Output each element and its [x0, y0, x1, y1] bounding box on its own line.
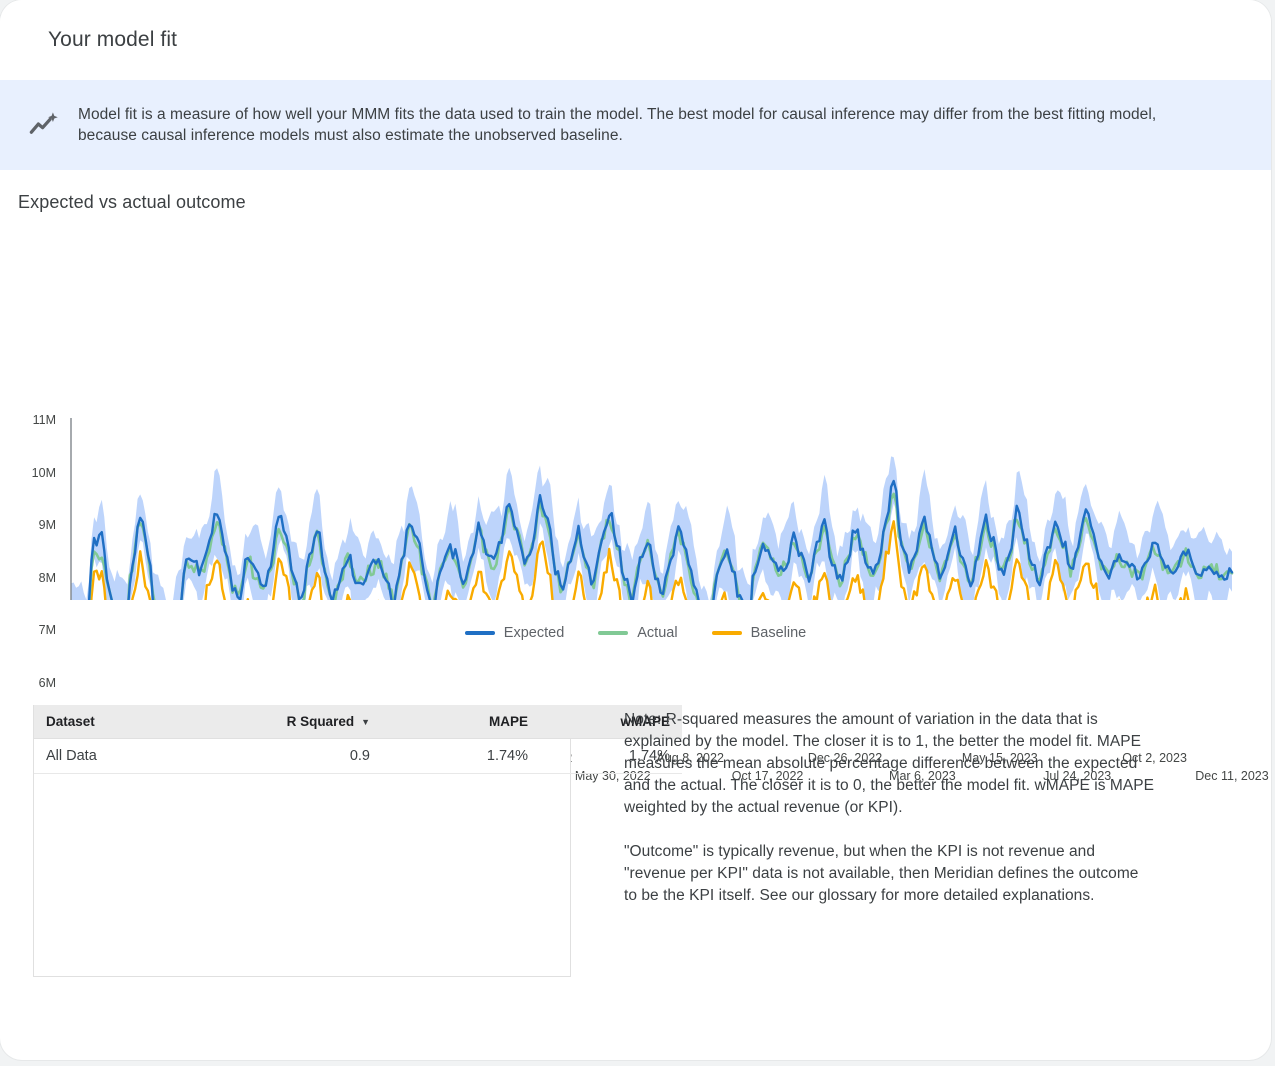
cell-dataset: All Data — [34, 738, 230, 774]
cell-wmape: 1.74% — [540, 738, 682, 774]
legend-label-expected: Expected — [503, 625, 565, 641]
legend-swatch-expected — [464, 631, 495, 635]
legend-item-actual[interactable]: Actual — [598, 625, 678, 641]
legend-swatch-actual — [598, 631, 629, 635]
y-axis-tick-label: 6M — [38, 675, 56, 690]
chart-title: Expected vs actual outcome — [18, 192, 246, 212]
notes-panel: Note: R-squared measures the amount of v… — [624, 709, 1154, 907]
column-header-r-squared-label: R Squared — [286, 714, 355, 729]
y-axis-tick-label: 10M — [31, 465, 56, 480]
legend-item-expected[interactable]: Expected — [464, 625, 565, 641]
sort-desc-caret-icon: ▼ — [361, 717, 370, 727]
x-axis-tick-label: Oct 2, 2023 — [1122, 751, 1187, 765]
y-axis-tick-label: 11M — [32, 413, 56, 427]
column-header-wmape[interactable]: wMAPE — [540, 705, 682, 739]
note-paragraph-outcome: "Outcome" is typically revenue, but when… — [624, 843, 1139, 904]
model-fit-metrics-table: Dataset R Squared ▼ MAPE wMAPE All Data 0… — [33, 705, 682, 977]
table-row[interactable]: All Data 0.9 1.74% 1.74% — [34, 738, 682, 774]
legend-label-actual: Actual — [637, 625, 678, 641]
table-header-row: Dataset R Squared ▼ MAPE wMAPE — [34, 705, 682, 739]
info-banner: Model fit is a measure of how well your … — [0, 80, 1271, 170]
column-header-dataset[interactable]: Dataset — [34, 705, 230, 739]
y-axis-tick-label: 8M — [38, 570, 56, 585]
legend-swatch-baseline — [711, 631, 742, 635]
note-paragraph-metrics: Note: R-squared measures the amount of v… — [624, 711, 1154, 816]
cell-r-squared: 0.9 — [230, 738, 396, 774]
column-header-mape[interactable]: MAPE — [396, 705, 540, 739]
expected-vs-actual-line-chart — [70, 418, 1234, 600]
legend-item-baseline[interactable]: Baseline — [711, 625, 807, 641]
info-banner-text: Model fit is a measure of how well your … — [78, 106, 1157, 144]
x-axis-tick-label: Mar 6, 2023 — [889, 769, 956, 783]
chart-legend: Expected Actual Baseline — [0, 625, 1271, 641]
x-axis-tick-label: Dec 11, 2023 — [1195, 769, 1269, 783]
chart-section: Expected vs actual outcome 5M6M7M8M9M10M… — [0, 170, 1271, 783]
trending-sparkle-icon — [24, 105, 64, 145]
card-header: Your model fit — [0, 0, 1271, 80]
y-axis-tick-label: 9M — [38, 518, 56, 532]
x-axis-tick-label: Jul 24, 2023 — [1043, 769, 1112, 783]
column-header-r-squared[interactable]: R Squared ▼ — [230, 705, 396, 739]
cell-mape: 1.74% — [396, 738, 540, 774]
chart-plot-area: 5M6M7M8M9M10M11M Jan 25, 2021Apr 5, 2021… — [0, 170, 1271, 783]
x-axis-tick-label: May 15, 2023 — [961, 751, 1038, 765]
legend-label-baseline: Baseline — [750, 625, 807, 641]
x-axis-tick-label: Dec 26, 2022 — [807, 751, 883, 765]
y-axis-tick-label: 7M — [38, 623, 56, 637]
page-title: Your model fit — [48, 28, 178, 51]
x-axis-tick-label: Oct 17, 2022 — [731, 769, 804, 783]
